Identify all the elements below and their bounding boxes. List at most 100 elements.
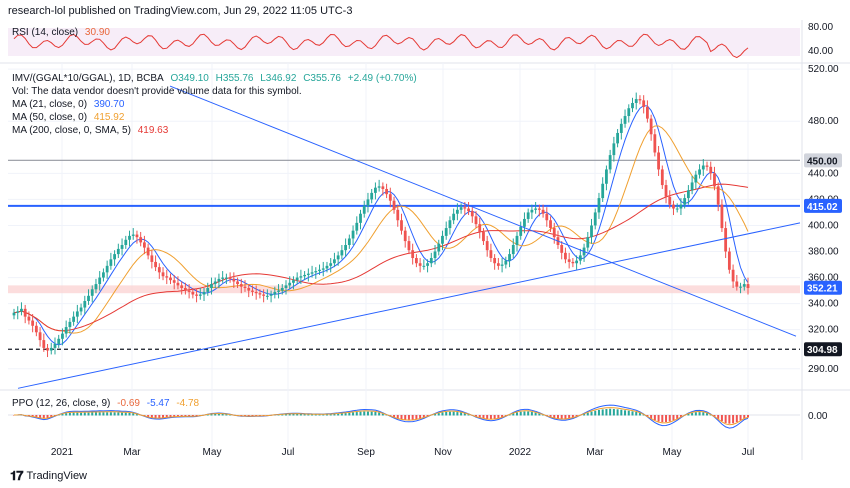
time-axis: 2021 Mar May Jul Sep Nov 2022 Mar May Jul xyxy=(51,447,755,458)
ma50-label: MA (50, close, 0) xyxy=(12,112,88,123)
ppo-histogram-bar xyxy=(642,414,645,416)
ppo-legend[interactable]: PPO (12, 26, close, 9) -0.69 -5.47 -4.78 xyxy=(12,398,203,409)
candle-body xyxy=(243,286,247,288)
price-badge xyxy=(804,153,842,168)
candle-body xyxy=(176,282,180,286)
ppo-value-2: -5.47 xyxy=(146,398,170,409)
candle-body xyxy=(57,338,61,345)
candle-body xyxy=(463,207,467,209)
candle-body xyxy=(429,258,433,264)
candle-body xyxy=(578,255,582,261)
candle-body xyxy=(694,174,698,183)
ppo-histogram-bar xyxy=(154,415,157,418)
candle-body xyxy=(571,261,575,264)
candle-body xyxy=(198,294,202,296)
ppo-histogram-bar xyxy=(538,413,541,416)
candle-body xyxy=(537,208,541,210)
candle-body xyxy=(139,237,143,243)
candle-body xyxy=(619,123,623,133)
ppo-histogram-bar xyxy=(586,412,589,416)
candle-body xyxy=(377,186,381,188)
candle-body xyxy=(120,244,124,249)
ppo-histogram-bar xyxy=(665,415,668,423)
candle-body xyxy=(187,290,191,292)
candle-body xyxy=(265,295,269,297)
ppo-histogram-bar xyxy=(489,415,492,420)
publisher-text: research-lol published on TradingView.co… xyxy=(8,5,353,17)
ppo-histogram-bar xyxy=(314,414,317,416)
candle-body xyxy=(154,261,157,268)
ppo-histogram-bar xyxy=(415,415,418,420)
time-tick-label: Mar xyxy=(123,447,141,458)
ppo-histogram-bar xyxy=(352,412,355,416)
ppo-histogram-bar xyxy=(549,415,552,418)
candle-body xyxy=(545,213,549,221)
ppo-histogram-bar xyxy=(627,410,630,416)
volume-note: Vol: The data vendor doesn't provide vol… xyxy=(12,86,302,97)
candle-body xyxy=(131,234,135,236)
candle-body xyxy=(459,207,463,210)
candle-body xyxy=(321,268,325,270)
candle-body xyxy=(16,311,20,313)
ohlc-low: L346.92 xyxy=(260,73,297,84)
ppo-histogram-bar xyxy=(512,413,515,416)
candle-body xyxy=(318,269,321,272)
candle-body xyxy=(646,106,649,119)
ppo-histogram-bar xyxy=(102,412,105,416)
ppo-histogram-bar xyxy=(329,414,332,416)
ppo-histogram-bar xyxy=(13,415,15,416)
ma21-legend[interactable]: MA (21, close, 0) 390.70 xyxy=(12,99,128,110)
price-tick-label: 480.00 xyxy=(808,116,839,127)
symbol-legend[interactable]: IMV/(GGAL*10/GGAL), 1D, BCBA O349.10 H35… xyxy=(12,73,421,84)
ppo-histogram-bar xyxy=(50,415,53,418)
ppo-histogram-bar xyxy=(46,415,49,419)
grid xyxy=(0,20,850,460)
candle-body xyxy=(23,308,27,317)
candle-body xyxy=(113,254,116,260)
candle-body xyxy=(720,204,724,229)
candle-body xyxy=(631,102,634,109)
ppo-histogram-bar xyxy=(698,412,701,416)
ppo-histogram-bar xyxy=(42,415,45,419)
ppo-histogram-bar xyxy=(381,413,384,416)
rsi-legend[interactable]: RSI (14, close) 30.90 xyxy=(12,27,114,38)
candle-body xyxy=(444,228,448,236)
candle-body xyxy=(735,281,739,287)
candle-body xyxy=(731,269,735,282)
ma200-label: MA (200, close, 0, SMA, 5) xyxy=(12,125,131,136)
ppo-histogram-bar xyxy=(624,410,627,416)
candle-body xyxy=(612,143,616,156)
ma200-legend[interactable]: MA (200, close, 0, SMA, 5) 419.63 xyxy=(12,125,172,136)
ppo-histogram-bar xyxy=(359,411,362,416)
ppo-histogram-bar xyxy=(720,415,723,422)
candle-body xyxy=(672,204,675,209)
ppo-histogram-bar xyxy=(523,411,526,416)
candle-body xyxy=(433,251,437,259)
candle-body xyxy=(623,116,627,124)
candle-body xyxy=(64,327,68,334)
candle-body xyxy=(452,213,456,221)
ppo-histogram-bar xyxy=(743,415,746,419)
candle-body xyxy=(280,287,284,291)
candle-body xyxy=(593,212,597,226)
brand-name: TradingView xyxy=(26,470,88,482)
candle-body xyxy=(388,194,392,201)
price-tick-label: 290.00 xyxy=(808,364,839,375)
trendline xyxy=(17,222,801,389)
candle-body xyxy=(515,235,519,245)
rsi-label: RSI (14, close) xyxy=(12,27,79,38)
candle-body xyxy=(325,265,329,269)
candle-body xyxy=(12,312,16,316)
price-badge xyxy=(804,280,842,295)
ma50-legend[interactable]: MA (50, close, 0) 415.92 xyxy=(12,112,128,123)
ma50-line xyxy=(13,125,749,334)
rsi-band xyxy=(8,28,800,56)
candle-body xyxy=(247,287,251,291)
ppo-histogram-bar xyxy=(162,415,165,418)
candle-body xyxy=(597,198,601,213)
ppo-histogram-bar xyxy=(65,413,68,416)
tradingview-footer[interactable]: 𝟏𝟕 TradingView xyxy=(10,468,87,484)
ppo-histogram-bar xyxy=(486,415,489,419)
candle-body xyxy=(351,230,355,239)
